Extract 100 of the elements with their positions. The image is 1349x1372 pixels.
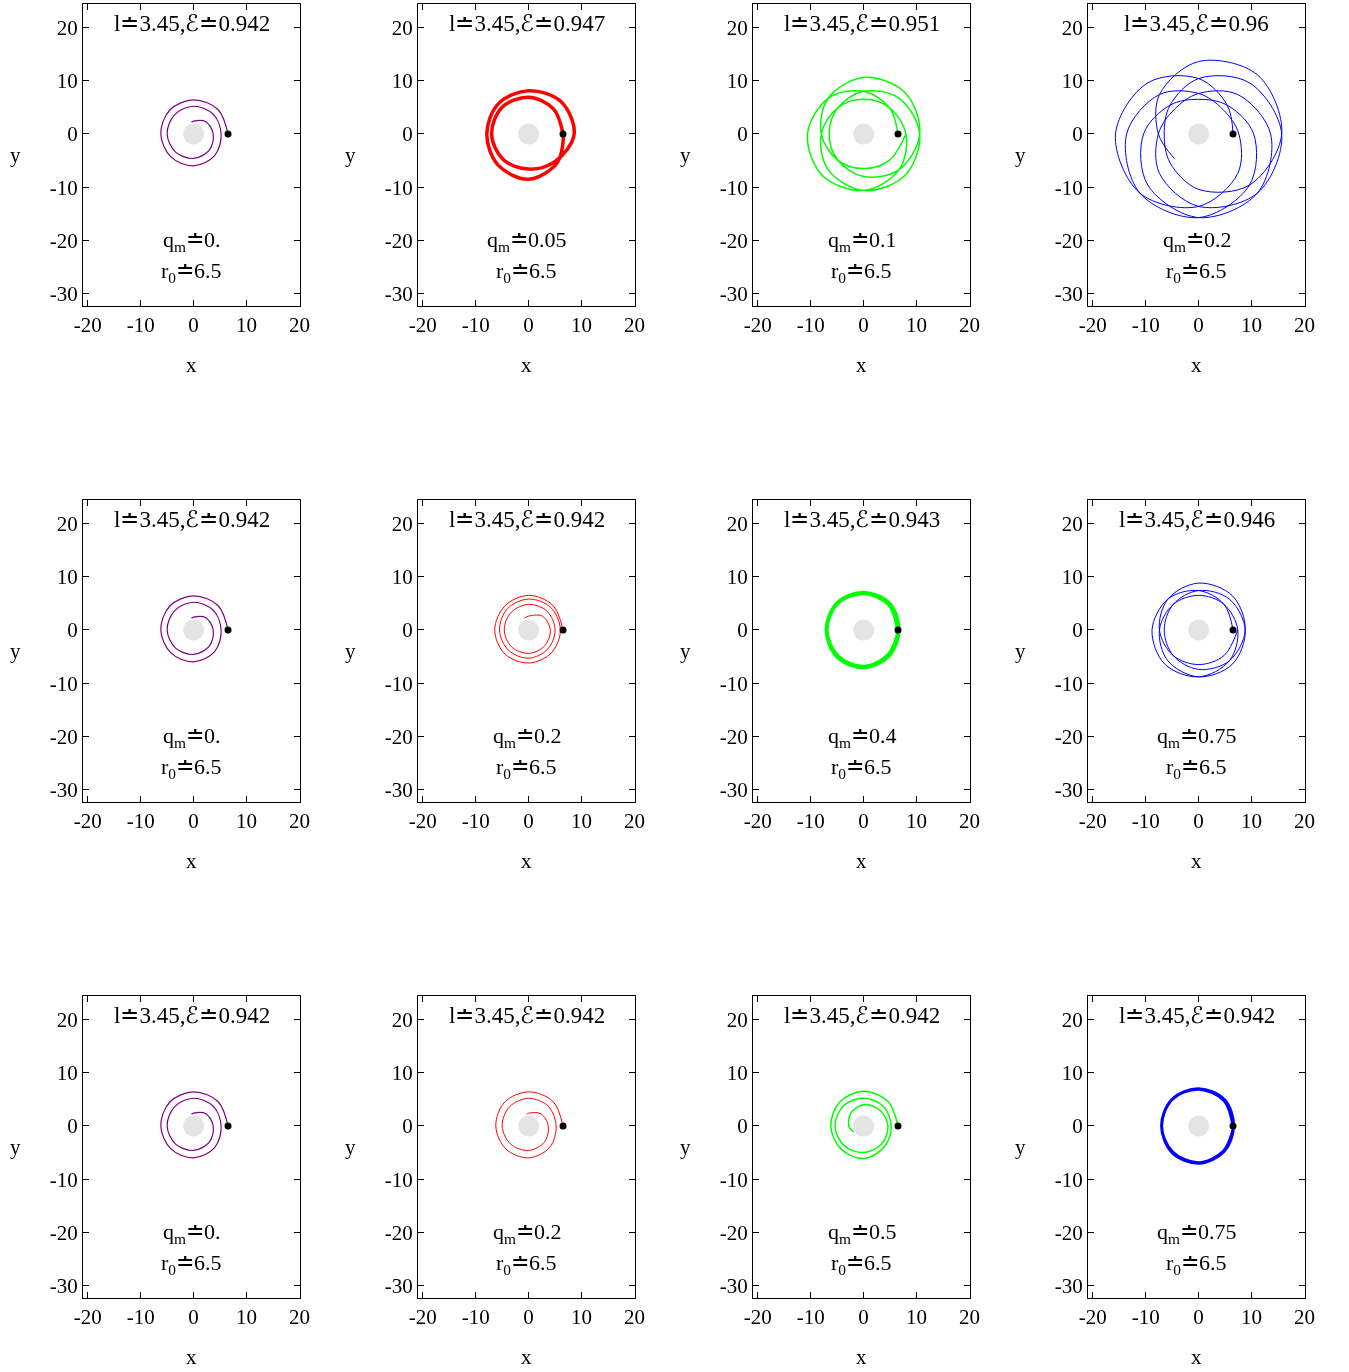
- annotation: q$_{m}$≐0.1: [828, 227, 897, 255]
- x-tick-label: 10: [236, 809, 258, 834]
- y-tick-label: 20: [56, 15, 78, 40]
- y-tick-label: -20: [384, 724, 413, 749]
- x-tick-label: 20: [1293, 313, 1315, 338]
- y-tick-label: -20: [719, 724, 748, 749]
- y-tick-label: 0: [1072, 618, 1083, 643]
- annotation: q$_{m}$≐0.75: [1157, 723, 1237, 751]
- annotation: q$_{m}$≐0.4: [828, 723, 897, 751]
- y-tick-label: 10: [56, 565, 78, 590]
- x-tick-label: 10: [1241, 313, 1263, 338]
- x-axis-title: x: [186, 1345, 197, 1369]
- y-tick-label: 0: [1072, 122, 1083, 147]
- x-tick-label: 0: [188, 809, 199, 834]
- annotation: q$_{m}$≐0.2: [1163, 227, 1232, 255]
- annotation: r$_{0}$≐6.5: [496, 1250, 557, 1278]
- x-tick-label: 20: [958, 809, 980, 834]
- y-tick-label: 10: [56, 1061, 78, 1086]
- x-tick-label: 0: [188, 1305, 199, 1330]
- y-tick-label: -20: [719, 228, 748, 253]
- annotation: q$_{m}$≐0.2: [493, 1219, 562, 1247]
- x-tick-label: -10: [126, 313, 155, 338]
- y-tick-label: -10: [49, 1167, 78, 1192]
- y-tick-label: 10: [726, 1061, 748, 1086]
- x-tick-label: -10: [796, 1305, 825, 1330]
- y-tick-label: -20: [1054, 724, 1083, 749]
- y-tick-label: 10: [726, 69, 748, 94]
- x-tick-label: 0: [1193, 313, 1204, 338]
- x-tick-label: 0: [1193, 1305, 1204, 1330]
- x-tick-label: 10: [1241, 809, 1263, 834]
- x-tick-label: -10: [1131, 313, 1160, 338]
- y-tick-label: 10: [391, 565, 413, 590]
- chart-title: l≐3.45,ℰ≐0.942: [1119, 1003, 1276, 1028]
- y-tick-label: 20: [1061, 511, 1083, 536]
- chart-title: l≐3.45,ℰ≐0.942: [784, 1003, 941, 1028]
- y-tick-label: -10: [1054, 1167, 1083, 1192]
- x-tick-label: 20: [288, 809, 310, 834]
- x-axis-title: x: [856, 849, 867, 873]
- x-tick-label: 0: [523, 809, 534, 834]
- annotation: r$_{0}$≐6.5: [161, 1250, 222, 1278]
- y-tick-label: 20: [56, 511, 78, 536]
- y-tick-label: 0: [67, 122, 78, 147]
- chart-title: l≐3.45,ℰ≐0.942: [449, 1003, 606, 1028]
- annotation: r$_{0}$≐6.5: [496, 754, 557, 782]
- y-tick-label: 10: [56, 69, 78, 94]
- y-tick-label: -30: [384, 778, 413, 803]
- annotation: r$_{0}$≐6.5: [831, 258, 892, 286]
- x-tick-label: 10: [906, 1305, 928, 1330]
- x-tick-label: 20: [623, 1305, 645, 1330]
- annotation: q$_{m}$≐0.: [163, 723, 221, 751]
- y-tick-label: 0: [737, 618, 748, 643]
- annotation: r$_{0}$≐6.5: [1166, 258, 1227, 286]
- chart-title: l≐3.45,ℰ≐0.947: [449, 11, 606, 36]
- x-tick-label: 10: [236, 313, 258, 338]
- annotation: r$_{0}$≐6.5: [831, 754, 892, 782]
- y-tick-label: -20: [384, 1220, 413, 1245]
- y-axis-title: y: [10, 1135, 21, 1159]
- chart-title: l≐3.45,ℰ≐0.942: [114, 1003, 271, 1028]
- y-tick-label: -30: [719, 778, 748, 803]
- x-tick-label: 10: [571, 313, 593, 338]
- y-tick-label: -20: [1054, 1220, 1083, 1245]
- y-axis-title: y: [10, 143, 21, 167]
- x-axis-title: x: [1191, 849, 1202, 873]
- chart-title: l≐3.45,ℰ≐0.943: [784, 507, 941, 532]
- line-series: [485, 89, 576, 181]
- chart-title: l≐3.45,ℰ≐0.942: [114, 11, 271, 36]
- y-tick-label: 0: [67, 618, 78, 643]
- x-tick-label: 20: [623, 313, 645, 338]
- chart-title: l≐3.45,ℰ≐0.942: [449, 507, 606, 532]
- y-tick-label: -10: [384, 671, 413, 696]
- line-series: [806, 76, 921, 192]
- y-tick-label: 10: [1061, 565, 1083, 590]
- annotation: r$_{0}$≐6.5: [496, 258, 557, 286]
- y-tick-label: -10: [384, 175, 413, 200]
- y-tick-label: -10: [49, 671, 78, 696]
- y-tick-label: 20: [391, 1007, 413, 1032]
- y-tick-label: -20: [49, 724, 78, 749]
- y-tick-label: 20: [1061, 1007, 1083, 1032]
- y-tick-label: -10: [384, 1167, 413, 1192]
- y-axis-title: y: [1015, 1135, 1026, 1159]
- y-tick-label: 0: [402, 122, 413, 147]
- y-axis-title: y: [680, 1135, 691, 1159]
- x-tick-label: -10: [1131, 1305, 1160, 1330]
- y-axis-title: y: [1015, 143, 1026, 167]
- y-tick-label: 0: [737, 122, 748, 147]
- x-tick-label: 10: [906, 313, 928, 338]
- x-axis-title: x: [1191, 353, 1202, 377]
- y-tick-label: 10: [391, 69, 413, 94]
- x-tick-label: 10: [906, 809, 928, 834]
- x-tick-label: 10: [236, 1305, 258, 1330]
- y-tick-label: 10: [1061, 1061, 1083, 1086]
- annotation: r$_{0}$≐6.5: [1166, 754, 1227, 782]
- x-tick-label: 20: [623, 809, 645, 834]
- y-tick-label: 0: [1072, 1114, 1083, 1139]
- chart-title: l≐3.45,ℰ≐0.951: [784, 11, 941, 36]
- y-tick-label: 20: [391, 15, 413, 40]
- x-axis-title: x: [1191, 1345, 1202, 1369]
- x-axis-title: x: [856, 353, 867, 377]
- x-tick-label: -10: [461, 1305, 490, 1330]
- x-tick-label: 0: [188, 313, 199, 338]
